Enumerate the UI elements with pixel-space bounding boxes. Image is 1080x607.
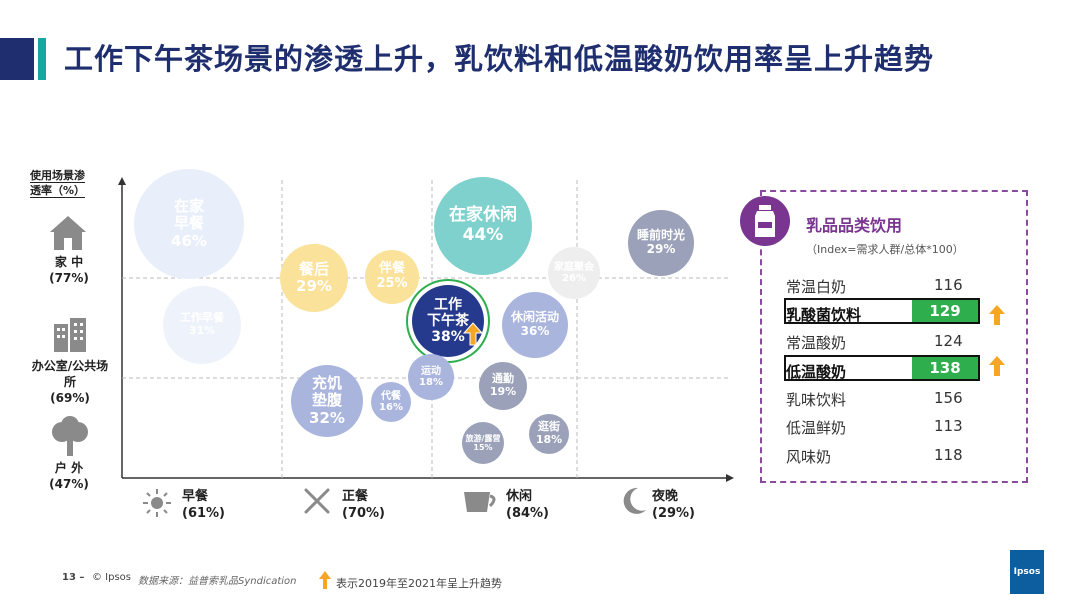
up-trend-arrow-icon [989,305,1005,325]
bubble-after-meal: 餐后 29% [280,244,348,312]
bubble-bedtime: 睡前时光 29% [628,210,694,276]
col-label-breakfast-name: 早餐 [182,489,209,504]
bubble-travel-camping: 旅游/露营 15% [462,422,504,464]
coffee-cup-icon [464,492,496,512]
sun-icon [143,489,171,517]
row-label-office-name1: 办公室/公共场 [31,359,109,373]
data-source: 数据来源：益普索乳品Syndication [138,576,297,587]
row-label-office-name2: 所 [63,375,76,389]
product-name: 乳酸菌饮料 [786,306,862,324]
y-axis-label-line1: 使用场景渗 [30,169,85,183]
page-title: 工作下午茶场景的渗透上升，乳饮料和低温酸奶饮用率呈上升趋势 [64,42,935,76]
col-label-breakfast-pct: (61%) [182,506,225,521]
title-accent-bar [0,38,34,80]
dairy-category-panel [760,190,1028,483]
x-axis-arrow [726,474,734,482]
bubble-hunger-filler: 充饥 垫腹 32% [291,365,363,437]
row-label-home-name: 家 中 [54,255,84,269]
tree-icon [52,416,88,456]
row-label-office-pct: (69%) [50,391,90,405]
product-index-highlight: 129 [912,300,978,322]
bubble-home-breakfast: 在家 早餐 46% [134,169,244,279]
col-label-leisure-name: 休闲 [506,489,533,504]
milk-bottle-icon [740,196,790,246]
bubble-work-breakfast: 工作早餐 31% [163,286,241,364]
col-label-breakfast: 早餐 (61%) [182,488,225,522]
page-number: 13 – [62,572,85,583]
house-icon [50,216,86,250]
highlight-box [784,355,980,381]
col-label-meal-name: 正餐 [342,489,369,504]
bubble-shopping: 逛街 18% [529,414,569,454]
col-label-night: 夜晚 (29%) [652,488,695,522]
row-label-outdoor-name: 户 外 [54,461,84,475]
y-axis-label: 使用场景渗 透率（%） [30,168,86,198]
product-index: 124 [934,332,963,350]
product-name: 低温酸奶 [786,363,847,381]
product-name: 常温白奶 [786,278,847,296]
col-label-night-pct: (29%) [652,506,695,521]
col-label-meal: 正餐 (70%) [342,488,385,522]
bubble-sport: 运动 18% [408,354,454,400]
product-name: 风味奶 [786,448,832,466]
product-index-highlight: 138 [912,357,978,379]
product-index: 116 [934,276,963,294]
highlight-box [784,298,980,324]
row-label-office: 办公室/公共场 所 (69%) [26,358,114,406]
y-axis-arrow [118,177,126,185]
bubble-home-leisure: 在家休闲 44% [434,177,532,275]
office-building-icon [54,318,86,352]
moon-icon [623,487,646,514]
row-label-home: 家 中 (77%) [34,254,104,286]
row-label-outdoor: 户 外 (47%) [34,460,104,492]
title-accent-bar-teal [38,38,46,80]
panel-subtitle: （Index=需求人群/总体*100） [806,243,964,256]
row-label-outdoor-pct: (47%) [49,477,89,491]
bubble-leisure-activity: 休闲活动 36% [502,292,568,358]
bubble-commute: 通勤 19% [479,362,527,410]
bubble-meal-replacement: 代餐 16% [371,382,411,422]
bubble-family-party: 家庭聚会 26% [548,247,600,299]
up-trend-arrow-icon [462,322,484,346]
product-name: 乳味饮料 [786,391,847,409]
bubble-with-meal: 伴餐 25% [365,250,419,304]
product-name: 低温鲜奶 [786,419,847,437]
y-axis-label-line2: 透率（%） [30,184,86,198]
copyright: © Ipsos [92,572,132,583]
fork-knife-icon [304,488,330,514]
ipsos-logo: Ipsos [1010,550,1044,594]
row-label-home-pct: (77%) [49,271,89,285]
bubble-work-afternoon-tea: 工作 下午茶 38% [412,285,484,357]
col-label-leisure: 休闲 (84%) [506,488,549,522]
col-label-leisure-pct: (84%) [506,506,549,521]
up-trend-arrow-icon [989,356,1005,376]
product-name: 常温酸奶 [786,334,847,352]
col-label-meal-pct: (70%) [342,506,385,521]
legend-note: 表示2019年至2021年呈上升趋势 [336,577,502,590]
up-trend-arrow-icon [319,571,331,589]
product-index: 156 [934,389,963,407]
product-index: 113 [934,417,963,435]
col-label-night-name: 夜晚 [652,489,679,504]
product-index: 118 [934,446,963,464]
panel-title: 乳品品类饮用 [806,216,903,235]
